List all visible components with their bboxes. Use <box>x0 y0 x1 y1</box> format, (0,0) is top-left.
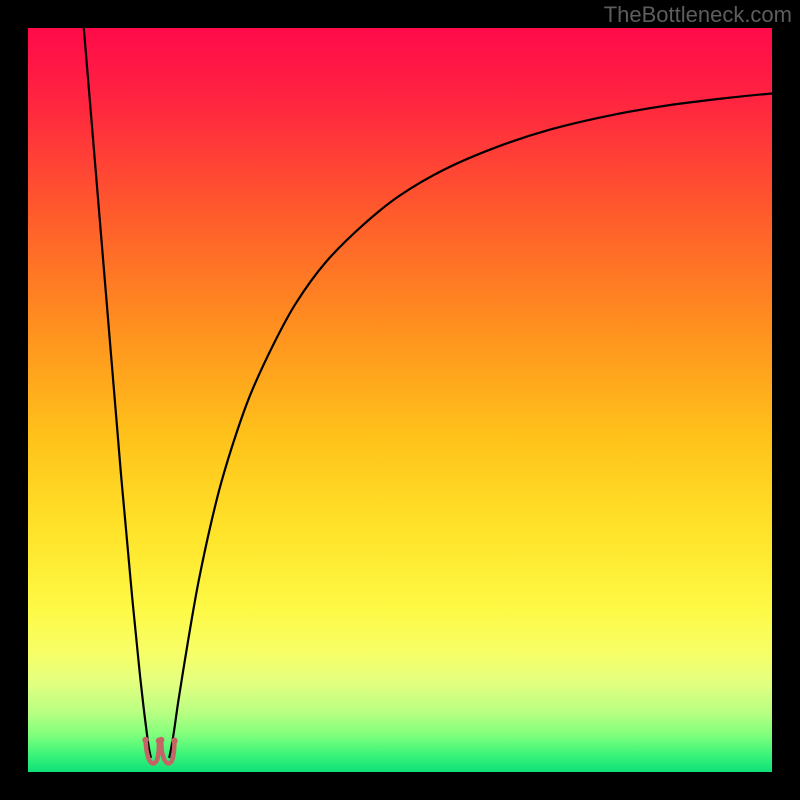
lobe-left-marker-0 <box>142 737 148 743</box>
chart-container: TheBottleneck.com <box>0 0 800 800</box>
gradient-background <box>28 28 772 772</box>
watermark-text: TheBottleneck.com <box>604 2 792 28</box>
lobe-right-marker-0 <box>158 737 164 743</box>
lobe-right-marker-1 <box>171 738 177 744</box>
plot-svg <box>28 28 772 772</box>
plot-area <box>28 28 772 772</box>
